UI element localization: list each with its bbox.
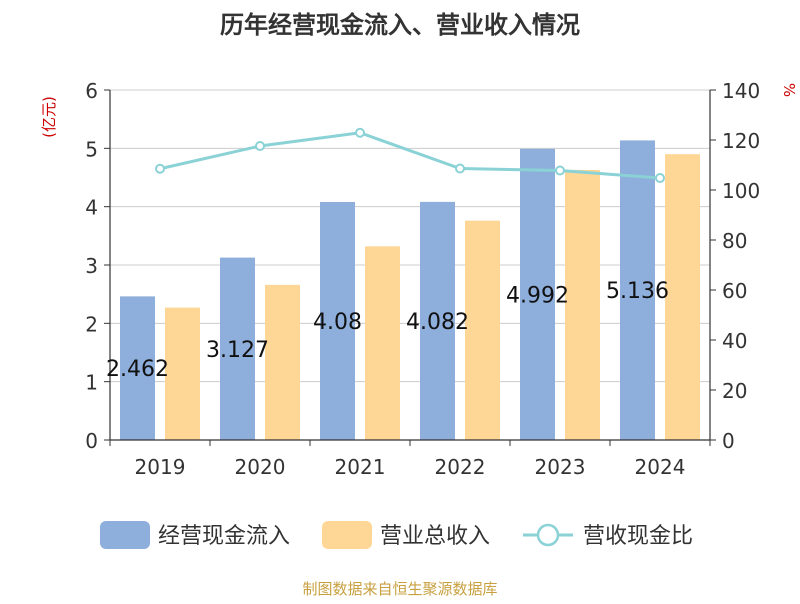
data-label: 4.08: [313, 310, 362, 335]
line-point: [255, 141, 265, 151]
line-point: [455, 163, 465, 174]
bar-revenue: [665, 154, 700, 440]
y-right-tick-label: 0: [722, 429, 735, 453]
data-label: 4.992: [506, 283, 569, 308]
y-left-tick-label: 0: [85, 429, 98, 453]
line-point: [555, 165, 565, 176]
y-right-label: %: [780, 83, 798, 97]
y-right-tick-label: 80: [722, 229, 747, 253]
bar-revenue: [465, 220, 500, 440]
y-left-tick-label: 6: [85, 79, 98, 103]
data-label: 5.136: [606, 279, 669, 304]
line-point: [355, 127, 365, 138]
x-tick-label: 2020: [235, 455, 286, 479]
bar-revenue: [565, 169, 600, 440]
x-tick-label: 2024: [635, 455, 686, 479]
x-tick-label: 2021: [335, 455, 386, 479]
legend-swatch: [100, 521, 150, 549]
y-right-tick-label: 120: [722, 129, 760, 153]
x-tick-label: 2019: [135, 455, 186, 479]
y-left-label: (亿元): [40, 96, 58, 138]
legend-label: 营业总收入: [380, 524, 490, 549]
bar-cash-inflow: [620, 140, 655, 440]
x-tick-label: 2023: [535, 455, 586, 479]
line-point: [655, 173, 665, 183]
data-label: 3.127: [206, 338, 269, 363]
y-left-tick-label: 1: [85, 371, 98, 395]
bar-cash-inflow: [220, 257, 255, 440]
bar-cash-inflow: [120, 296, 155, 440]
y-left-tick-label: 2: [85, 312, 98, 336]
bar-revenue: [165, 307, 200, 440]
y-right-tick-label: 60: [722, 279, 747, 303]
data-label: 2.462: [106, 357, 169, 382]
line-point: [155, 163, 165, 174]
bar-revenue: [365, 246, 400, 440]
bar-revenue: [265, 284, 300, 440]
bar-cash-inflow: [320, 202, 355, 440]
legend-marker: [536, 523, 560, 547]
legend-label: 经营现金流入: [158, 524, 290, 549]
data-label: 4.082: [406, 310, 469, 335]
y-right-tick-label: 20: [722, 379, 747, 403]
y-right-tick-label: 140: [722, 79, 760, 103]
y-right-tick-label: 100: [722, 179, 760, 203]
chart-title: 历年经营现金流入、营业收入情况: [220, 11, 580, 39]
y-left-tick-label: 4: [85, 196, 98, 220]
y-left-tick-label: 3: [85, 254, 98, 278]
legend-swatch: [322, 521, 372, 549]
bar-cash-inflow: [520, 148, 555, 441]
y-left-tick-label: 5: [85, 137, 98, 161]
x-tick-label: 2022: [435, 455, 486, 479]
source-note: 制图数据来自恒生聚源数据库: [302, 580, 497, 598]
line-cash-ratio: [159, 131, 661, 180]
legend-label: 营收现金比: [583, 524, 693, 549]
bar-cash-inflow: [420, 201, 455, 440]
y-right-tick-label: 40: [722, 329, 747, 353]
